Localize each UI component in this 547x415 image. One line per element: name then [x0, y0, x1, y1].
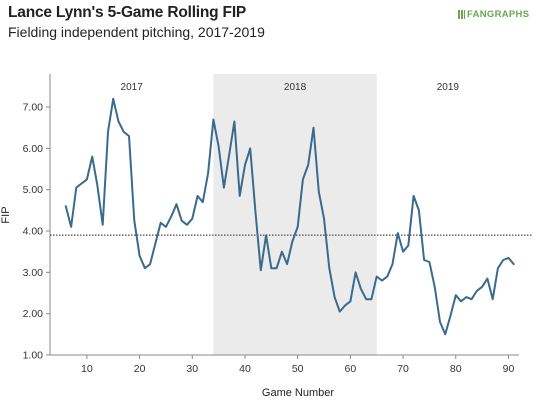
season-label-2019: 2019 — [437, 82, 460, 93]
season-bands: 2017 2018 2019 — [121, 74, 460, 355]
axes — [49, 74, 519, 356]
chart-title: Lance Lynn's 5-Game Rolling FIP — [8, 4, 247, 21]
logo-text: FANGRAPHS — [467, 9, 530, 20]
fip-series-line — [64, 97, 515, 336]
x-ticks: 10 20 30 40 50 60 70 80 90 — [81, 355, 514, 375]
x-tick-label: 10 — [81, 363, 93, 375]
y-tick-label: 3.00 — [23, 267, 44, 279]
y-tick-label: 7.00 — [23, 102, 44, 114]
y-tick-label: 1.00 — [23, 350, 44, 362]
x-tick-label: 70 — [397, 363, 409, 375]
x-axis-label: Game Number — [262, 387, 334, 399]
season-label-2018: 2018 — [284, 82, 307, 93]
plot-area — [50, 97, 533, 336]
y-tick-label: 4.00 — [23, 226, 44, 238]
x-tick-label: 90 — [503, 363, 515, 375]
x-tick-label: 60 — [345, 363, 357, 375]
fangraphs-logo: FANGRAPHS — [458, 9, 529, 20]
y-axis-label: FIP — [0, 206, 12, 223]
x-tick-label: 40 — [239, 363, 251, 375]
season-band-2018 — [213, 74, 377, 355]
x-tick-label: 80 — [450, 363, 462, 375]
x-tick-label: 50 — [292, 363, 304, 375]
y-tick-label: 5.00 — [23, 184, 44, 196]
season-label-2017: 2017 — [121, 82, 144, 93]
y-tick-label: 2.00 — [23, 308, 44, 320]
x-tick-label: 20 — [134, 363, 146, 375]
x-tick-label: 30 — [186, 363, 198, 375]
logo-bars-icon — [458, 10, 465, 19]
y-tick-label: 6.00 — [23, 143, 44, 155]
chart-subtitle: Fielding independent pitching, 2017-2019 — [8, 24, 265, 40]
y-ticks: 1.00 2.00 3.00 4.00 5.00 6.00 7.00 — [23, 102, 50, 362]
